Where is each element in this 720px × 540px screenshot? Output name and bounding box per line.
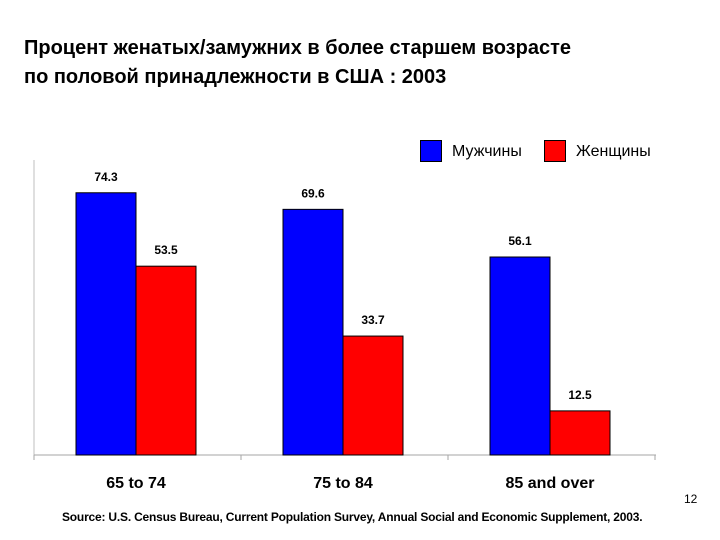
- bar-men-2: [489, 256, 551, 456]
- x-tick-label-0: 65 to 74: [106, 475, 166, 492]
- data-label-women-0: 53.5: [154, 243, 178, 257]
- bar-men-0: [75, 192, 137, 456]
- source-note: Source: U.S. Census Bureau, Current Popu…: [62, 510, 643, 524]
- chart-title-line-1: Процент женатых/замужних в более старшем…: [24, 37, 572, 59]
- legend-label-men: Мужчины: [452, 143, 522, 160]
- bar-women-1: [342, 335, 404, 456]
- data-label-women-2: 12.5: [568, 388, 592, 402]
- legend-swatch-men: [420, 140, 442, 162]
- data-label-men-0: 74.3: [94, 170, 118, 184]
- data-label-men-1: 69.6: [301, 186, 325, 200]
- bar-men-1: [282, 208, 344, 456]
- chart-title: Процент женатых/замужних в более старшем…: [24, 34, 704, 92]
- page-number: 12: [684, 492, 698, 506]
- legend-label-women: Женщины: [576, 143, 651, 160]
- x-tick-label-1: 75 to 84: [313, 475, 373, 492]
- data-label-women-1: 33.7: [361, 313, 385, 327]
- x-tick-label-2: 85 and over: [506, 475, 595, 492]
- bar-women-2: [549, 410, 611, 456]
- legend-swatch-women: [544, 140, 566, 162]
- data-label-men-2: 56.1: [508, 234, 532, 248]
- bar-women-0: [135, 265, 197, 456]
- chart-title-line-2: по половой принадлежности в США : 2003: [24, 66, 447, 88]
